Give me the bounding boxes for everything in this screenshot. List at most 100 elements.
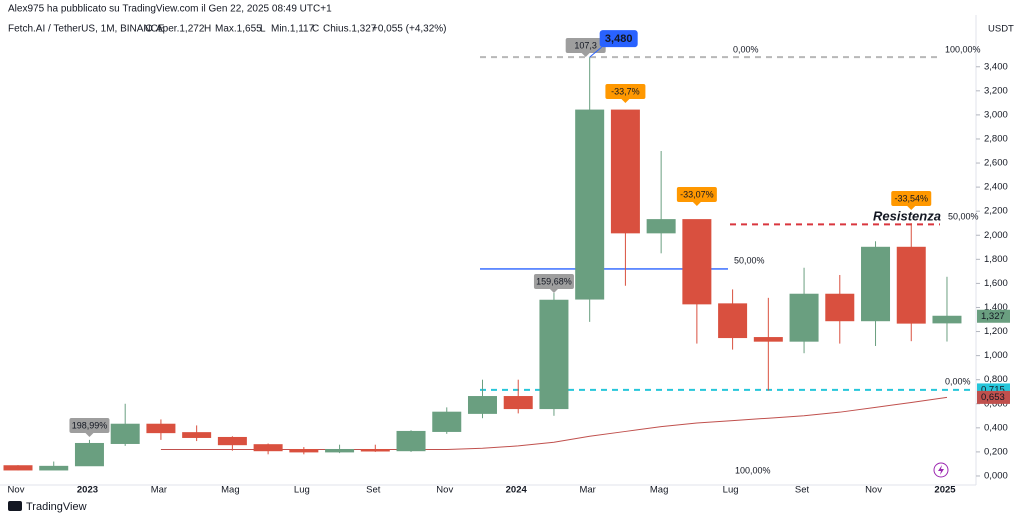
change-label-pointer bbox=[85, 433, 94, 437]
x-tick-label: Nov bbox=[436, 485, 453, 496]
y-tick-label: 1,000 bbox=[984, 350, 1008, 361]
candle-body bbox=[146, 423, 176, 434]
candle-body bbox=[39, 465, 69, 471]
peak-tag: 3,480 bbox=[605, 33, 633, 45]
candle-body bbox=[217, 436, 247, 446]
annotation: Resistenza bbox=[873, 208, 941, 223]
y-tick-label: 0,200 bbox=[984, 446, 1008, 457]
change-label-box bbox=[676, 187, 717, 202]
y-tick-label: 2,000 bbox=[984, 230, 1008, 241]
price-tag: 1,327 bbox=[981, 311, 1005, 322]
candle-body bbox=[360, 448, 390, 452]
change-label-pointer bbox=[692, 202, 701, 206]
candle-body bbox=[503, 396, 533, 410]
x-tick-label: Mar bbox=[579, 485, 595, 496]
x-tick-label: Mag bbox=[221, 485, 239, 496]
change-label-pointer bbox=[549, 289, 558, 293]
candle-body bbox=[3, 465, 33, 471]
candle-body bbox=[575, 109, 605, 300]
y-tick-label: 0,800 bbox=[984, 374, 1008, 385]
y-tick-label: 0,000 bbox=[984, 470, 1008, 481]
fib-label: 50,00% bbox=[948, 211, 979, 221]
change-label: 107,3 bbox=[574, 40, 597, 50]
y-tick-label: 2,200 bbox=[984, 206, 1008, 217]
y-tick-label: 3,200 bbox=[984, 85, 1008, 96]
logo bbox=[8, 501, 22, 511]
y-tick-label: 2,400 bbox=[984, 182, 1008, 193]
fib-label: 0,00% bbox=[733, 44, 759, 54]
legend-change: +0,055 (+4,32%) bbox=[372, 24, 447, 35]
candle-body bbox=[289, 448, 319, 453]
candle-body bbox=[610, 109, 640, 234]
y-tick-label: 2,800 bbox=[984, 133, 1008, 144]
y-tick-label: 1,400 bbox=[984, 302, 1008, 313]
candle-body bbox=[682, 219, 712, 305]
fib-label: 0,00% bbox=[945, 376, 971, 386]
x-tick-label: Set bbox=[366, 485, 381, 496]
legend-h: H bbox=[204, 24, 211, 35]
change-label-box bbox=[891, 191, 932, 206]
candle-body bbox=[253, 444, 283, 452]
x-tick-label: Nov bbox=[865, 485, 882, 496]
change-label: 198,99% bbox=[72, 420, 108, 430]
change-label-box bbox=[605, 84, 646, 99]
candle-body bbox=[718, 303, 748, 339]
change-label-box bbox=[533, 274, 574, 289]
candle-body bbox=[110, 423, 140, 444]
candle-body bbox=[789, 293, 819, 342]
x-tick-label: Set bbox=[795, 485, 810, 496]
y-tick-label: 0,400 bbox=[984, 422, 1008, 433]
change-label-pointer bbox=[907, 206, 916, 210]
candle-body bbox=[325, 448, 355, 453]
price-tag: 0,715 bbox=[981, 384, 1005, 395]
event-icon-bolt bbox=[938, 465, 944, 475]
author-line: Alex975 ha pubblicato su TradingView.com… bbox=[8, 4, 332, 15]
fib-label: 50,00% bbox=[734, 255, 765, 265]
y-tick-label: 3,000 bbox=[984, 109, 1008, 120]
legend-symbol: Fetch.AI / TetherUS, 1M, BINANCE bbox=[8, 24, 165, 35]
footer-brand: TradingView bbox=[26, 501, 87, 513]
legend-o: O bbox=[145, 24, 153, 35]
candle-body bbox=[861, 246, 891, 322]
candle-body bbox=[182, 432, 212, 438]
y-tick-label: 1,200 bbox=[984, 326, 1008, 337]
x-tick-label: 2024 bbox=[506, 485, 528, 496]
event-icon[interactable] bbox=[933, 462, 949, 478]
candle-body bbox=[432, 411, 462, 432]
change-label-box bbox=[565, 38, 606, 53]
change-label-pointer bbox=[581, 53, 590, 57]
change-label-pointer bbox=[621, 99, 630, 103]
legend-l: L bbox=[260, 24, 266, 35]
price-tag-box bbox=[977, 390, 1010, 404]
y-tick-label: 1,800 bbox=[984, 254, 1008, 265]
x-tick-label: Mar bbox=[151, 485, 167, 496]
price-tag-box bbox=[977, 309, 1010, 323]
legend-c: C bbox=[312, 24, 319, 35]
x-tick-label: Lug bbox=[723, 485, 739, 496]
y-tick-label: 1,600 bbox=[984, 278, 1008, 289]
x-tick-label: Nov bbox=[8, 485, 25, 496]
change-label: 159,68% bbox=[536, 276, 572, 286]
candle-body bbox=[467, 396, 497, 414]
legend-open: Aper.1,272 bbox=[156, 24, 205, 35]
fib-label: 100,00% bbox=[735, 465, 771, 475]
candle-body bbox=[74, 442, 104, 467]
change-label: -33,54% bbox=[894, 193, 928, 203]
y-unit: USDT bbox=[988, 24, 1014, 35]
y-tick-label: 2,600 bbox=[984, 158, 1008, 169]
x-tick-label: Lug bbox=[294, 485, 310, 496]
candle-body bbox=[932, 315, 962, 324]
peak-tag-box bbox=[599, 30, 638, 48]
candle-body bbox=[539, 299, 569, 410]
peak-marker bbox=[589, 46, 603, 58]
x-tick-label: Mag bbox=[650, 485, 668, 496]
legend-low: Min.1,117 bbox=[271, 24, 315, 35]
y-tick-label: 3,400 bbox=[984, 61, 1008, 72]
change-label: -33,7% bbox=[611, 86, 640, 96]
candle-body bbox=[646, 219, 676, 234]
legend-high: Max.1,655 bbox=[215, 24, 262, 35]
candle-body bbox=[825, 293, 855, 322]
x-tick-label: 2025 bbox=[934, 485, 956, 496]
fib-label: 100,00% bbox=[945, 44, 981, 54]
